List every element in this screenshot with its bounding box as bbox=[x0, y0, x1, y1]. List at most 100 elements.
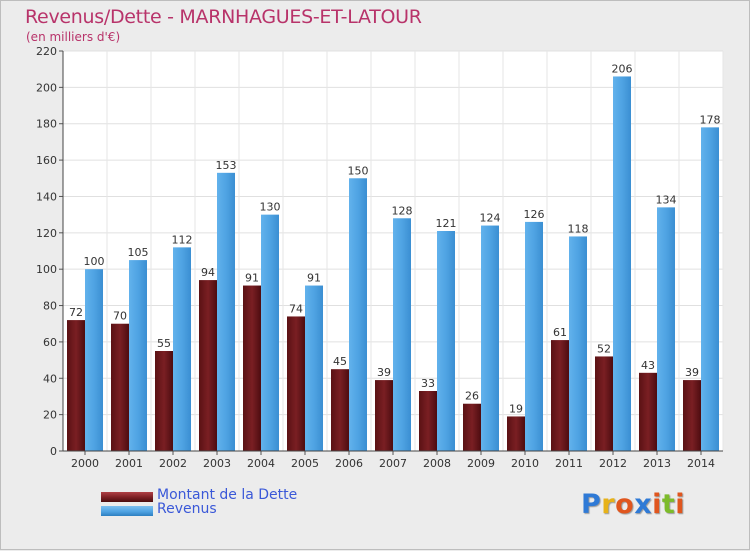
data-label-debt: 26 bbox=[465, 390, 479, 403]
data-label-revenue: 112 bbox=[172, 233, 193, 246]
x-tick-label: 2006 bbox=[335, 457, 363, 470]
y-tick-label: 120 bbox=[36, 227, 57, 240]
data-label-debt: 45 bbox=[333, 355, 347, 368]
bar-debt bbox=[67, 320, 85, 451]
logo-letter: i bbox=[675, 489, 686, 520]
bar-revenue bbox=[217, 172, 235, 451]
data-label-revenue: 130 bbox=[260, 201, 281, 214]
data-label-revenue: 121 bbox=[436, 217, 457, 230]
bar-debt bbox=[375, 380, 393, 451]
bar-revenue bbox=[657, 207, 675, 451]
x-tick-label: 2002 bbox=[159, 457, 187, 470]
data-label-debt: 74 bbox=[289, 302, 303, 315]
bar-revenue bbox=[173, 247, 191, 451]
bar-revenue bbox=[701, 127, 719, 451]
bar-revenue bbox=[393, 218, 411, 451]
bar-debt bbox=[111, 323, 129, 451]
x-tick-label: 2004 bbox=[247, 457, 275, 470]
y-tick-label: 140 bbox=[36, 190, 57, 203]
data-label-debt: 19 bbox=[509, 402, 523, 415]
logo-letter: i bbox=[652, 489, 662, 520]
x-tick-label: 2012 bbox=[599, 457, 627, 470]
data-label-debt: 94 bbox=[201, 266, 215, 279]
bar-debt bbox=[683, 380, 701, 451]
data-label-revenue: 100 bbox=[84, 255, 105, 268]
x-tick-label: 2000 bbox=[71, 457, 99, 470]
data-label-revenue: 124 bbox=[480, 212, 501, 225]
x-tick-label: 2005 bbox=[291, 457, 319, 470]
x-tick-label: 2008 bbox=[423, 457, 451, 470]
x-tick-label: 2014 bbox=[687, 457, 715, 470]
bar-debt bbox=[199, 280, 217, 451]
x-tick-label: 2010 bbox=[511, 457, 539, 470]
y-tick-label: 60 bbox=[43, 336, 57, 349]
data-label-revenue: 206 bbox=[612, 62, 633, 75]
y-tick-label: 180 bbox=[36, 118, 57, 131]
data-label-debt: 70 bbox=[113, 310, 127, 323]
data-label-debt: 39 bbox=[685, 366, 699, 379]
x-tick-label: 2013 bbox=[643, 457, 671, 470]
y-tick-label: 0 bbox=[50, 445, 57, 458]
data-label-revenue: 91 bbox=[307, 272, 321, 285]
data-label-revenue: 105 bbox=[128, 246, 149, 259]
bar-debt bbox=[419, 391, 437, 451]
data-label-debt: 91 bbox=[245, 272, 259, 285]
y-tick-label: 40 bbox=[43, 372, 57, 385]
x-tick-label: 2007 bbox=[379, 457, 407, 470]
y-tick-label: 200 bbox=[36, 81, 57, 94]
y-tick-label: 220 bbox=[36, 45, 57, 58]
x-tick-label: 2001 bbox=[115, 457, 143, 470]
bar-revenue bbox=[305, 285, 323, 451]
data-label-revenue: 153 bbox=[216, 159, 237, 172]
bar-debt bbox=[463, 403, 481, 451]
chart-title: Revenus/Dette - MARNHAGUES-ET-LATOUR bbox=[25, 6, 422, 28]
bar-debt bbox=[287, 316, 305, 451]
bar-debt bbox=[243, 285, 261, 451]
logo-letter: r bbox=[601, 489, 616, 520]
legend-swatch-revenue bbox=[101, 506, 153, 516]
bar-debt bbox=[595, 356, 613, 451]
bar-debt bbox=[331, 369, 349, 451]
bar-revenue bbox=[613, 76, 631, 452]
data-label-revenue: 134 bbox=[656, 193, 677, 206]
y-tick-label: 20 bbox=[43, 409, 57, 422]
data-label-debt: 39 bbox=[377, 366, 391, 379]
legend-swatch-debt bbox=[101, 492, 153, 502]
bar-debt bbox=[155, 351, 173, 451]
data-label-debt: 52 bbox=[597, 342, 611, 355]
logo-letter: t bbox=[661, 489, 676, 520]
bar-debt bbox=[639, 372, 657, 451]
bar-debt bbox=[507, 416, 525, 451]
data-label-revenue: 118 bbox=[568, 222, 589, 235]
data-label-debt: 33 bbox=[421, 377, 435, 390]
data-label-debt: 72 bbox=[69, 306, 83, 319]
data-label-revenue: 128 bbox=[392, 204, 413, 217]
x-tick-label: 2009 bbox=[467, 457, 495, 470]
data-label-revenue: 126 bbox=[524, 208, 545, 221]
data-label-debt: 43 bbox=[641, 359, 655, 372]
proxiti-logo: Proxiti bbox=[581, 489, 685, 520]
x-tick-label: 2011 bbox=[555, 457, 583, 470]
x-tick-label: 2003 bbox=[203, 457, 231, 470]
logo-letter: o bbox=[615, 489, 635, 520]
logo-letter: P bbox=[581, 489, 602, 520]
data-label-revenue: 150 bbox=[348, 164, 369, 177]
bar-revenue bbox=[85, 269, 103, 451]
bar-revenue bbox=[525, 221, 543, 451]
chart-subtitle: (en milliers d'€) bbox=[26, 30, 121, 44]
data-label-revenue: 178 bbox=[700, 113, 721, 126]
data-label-debt: 61 bbox=[553, 326, 567, 339]
y-tick-label: 160 bbox=[36, 154, 57, 167]
bar-revenue bbox=[481, 225, 499, 451]
legend-label-debt: Montant de la Dette bbox=[157, 487, 298, 503]
bar-revenue bbox=[261, 214, 279, 451]
y-tick-label: 100 bbox=[36, 263, 57, 276]
bar-debt bbox=[551, 340, 569, 451]
bar-revenue bbox=[349, 178, 367, 452]
y-tick-label: 80 bbox=[43, 300, 57, 313]
bar-revenue bbox=[569, 236, 587, 451]
legend-label-revenue: Revenus bbox=[157, 501, 217, 517]
bar-revenue bbox=[437, 231, 455, 451]
